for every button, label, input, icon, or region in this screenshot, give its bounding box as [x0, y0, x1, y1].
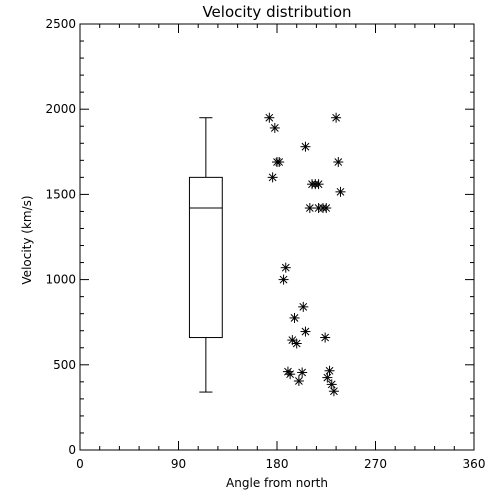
data-point [304, 203, 315, 214]
y-tick-label: 1500 [45, 187, 76, 201]
data-point [333, 157, 344, 168]
data-point [331, 112, 342, 123]
scatter-points [264, 112, 346, 397]
data-point [321, 203, 332, 214]
data-point [320, 332, 331, 343]
y-tick-label: 2000 [45, 102, 76, 116]
data-point [267, 172, 278, 183]
data-point [291, 338, 302, 349]
x-tick-label: 270 [364, 457, 387, 471]
data-point [328, 386, 339, 397]
x-tick-label: 360 [463, 457, 486, 471]
data-point [278, 274, 289, 285]
data-point [322, 372, 333, 383]
plot-frame [79, 23, 475, 451]
chart-title: Velocity distribution [202, 3, 351, 21]
x-axis-label: Angle from north [226, 476, 328, 490]
data-point [300, 141, 311, 152]
x-tick-label: 180 [266, 457, 289, 471]
x-tick-label: 0 [76, 457, 84, 471]
y-tick-label: 1000 [45, 273, 76, 287]
data-point [264, 112, 275, 123]
data-point [326, 379, 337, 390]
data-point [293, 375, 304, 386]
data-point [289, 312, 300, 323]
y-tick-label: 500 [53, 358, 76, 372]
axis-ticks [79, 23, 475, 451]
box-plot [188, 117, 223, 393]
data-point [313, 179, 324, 190]
data-point [335, 186, 346, 197]
data-point [280, 262, 291, 273]
tick-labels: 0 90 180 270 360 0 500 1000 1500 2000 2500 [45, 17, 485, 471]
data-point [297, 367, 308, 378]
data-point [285, 369, 296, 380]
data-point [269, 122, 280, 133]
x-tick-label: 90 [171, 457, 186, 471]
data-point [324, 365, 335, 376]
y-tick-label: 0 [68, 443, 76, 457]
box-iqr [188, 176, 223, 339]
data-point [300, 326, 311, 337]
y-tick-label: 2500 [45, 17, 76, 31]
data-point [298, 301, 309, 312]
data-point [274, 157, 285, 168]
y-axis-label: Velocity (km/s) [20, 195, 34, 284]
